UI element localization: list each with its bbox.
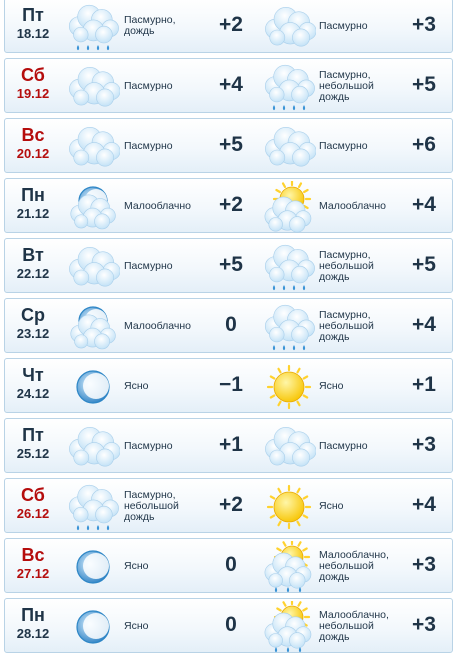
day-temperature: +5 — [412, 253, 436, 276]
day-temperature: +6 — [412, 133, 436, 156]
night-condition: Ясно — [124, 559, 149, 572]
night-condition: Пасмурно — [124, 439, 173, 452]
day-temperature: +4 — [412, 313, 436, 336]
sun-cloud-rain-icon — [262, 601, 316, 653]
night-temperature: +5 — [219, 253, 243, 276]
forecast-row: Чт 24.12 Ясно −1 Ясно +1 — [4, 358, 453, 413]
date-label: 25.12 — [16, 446, 50, 461]
day-condition: Пасмурно — [319, 439, 368, 452]
day-of-week: Пн — [21, 185, 45, 205]
day-condition: Ясно — [319, 379, 344, 392]
night-temperature: 0 — [225, 553, 237, 576]
night-condition: Ясно — [124, 619, 149, 632]
day-condition: Пасмурно — [319, 19, 368, 32]
overcast-icon — [66, 421, 120, 473]
day-of-week: Сб — [21, 485, 45, 505]
date-label: 26.12 — [16, 506, 50, 521]
night-condition: Пасмурно — [124, 139, 173, 152]
night-condition: Малооблачно — [124, 319, 192, 332]
overcast-icon — [262, 1, 316, 53]
day-condition: Пасмурно, небольшой дождь — [319, 68, 374, 103]
day-temperature: +3 — [412, 13, 436, 36]
sun-icon — [262, 361, 316, 413]
forecast-row: Вс 27.12 Ясно 0 Малооблачно, небольшой д… — [4, 538, 453, 593]
sun-cloud-icon — [262, 181, 316, 233]
night-condition: Пасмурно — [124, 79, 173, 92]
day-temperature: +1 — [412, 373, 436, 396]
day-of-week: Вс — [21, 125, 45, 145]
day-of-week: Сб — [21, 65, 45, 85]
night-temperature: +2 — [219, 13, 243, 36]
moon-icon — [66, 601, 120, 653]
overcast-icon — [262, 421, 316, 473]
day-of-week: Чт — [22, 365, 44, 385]
forecast-row: Пн 28.12 Ясно 0 Малооблачно, небольшой д… — [4, 598, 453, 653]
overcast-rain-icon — [262, 241, 316, 293]
forecast-list: Пт 18.12 Пасмурно, дождь +2 Пасмурно +3 … — [4, 0, 453, 653]
day-condition: Малооблачно — [319, 199, 387, 212]
night-temperature: +2 — [219, 493, 243, 516]
night-condition: Пасмурно — [124, 259, 173, 272]
night-condition: Малооблачно — [124, 199, 192, 212]
day-condition: Ясно — [319, 499, 344, 512]
moon-cloud-icon — [66, 181, 120, 233]
night-temperature: −1 — [219, 373, 243, 396]
overcast-icon — [66, 121, 120, 173]
day-condition: Пасмурно, небольшой дождь — [319, 308, 374, 343]
date-label: 22.12 — [16, 266, 50, 281]
forecast-row: Сб 19.12 Пасмурно +4 Пасмурно, небольшой… — [4, 58, 453, 113]
night-temperature: 0 — [225, 613, 237, 636]
night-condition: Ясно — [124, 379, 149, 392]
forecast-row: Сб 26.12 Пасмурно, небольшой дождь +2 Яс… — [4, 478, 453, 533]
forecast-row: Пт 25.12 Пасмурно +1 Пасмурно +3 — [4, 418, 453, 473]
day-condition: Малооблачно, небольшой дождь — [319, 548, 389, 583]
overcast-rain-icon — [66, 481, 120, 533]
overcast-icon — [66, 61, 120, 113]
day-of-week: Вт — [22, 245, 44, 265]
overcast-rain-icon — [262, 301, 316, 353]
date-label: 27.12 — [16, 566, 50, 581]
moon-icon — [66, 361, 120, 413]
overcast-rain-icon — [262, 61, 316, 113]
forecast-row: Вс 20.12 Пасмурно +5 Пасмурно +6 — [4, 118, 453, 173]
overcast-icon — [262, 121, 316, 173]
forecast-row: Пт 18.12 Пасмурно, дождь +2 Пасмурно +3 — [4, 0, 453, 53]
day-condition: Пасмурно, небольшой дождь — [319, 248, 374, 283]
date-label: 21.12 — [16, 206, 50, 221]
night-temperature: 0 — [225, 313, 237, 336]
moon-cloud-icon — [66, 301, 120, 353]
date-label: 24.12 — [16, 386, 50, 401]
forecast-row: Вт 22.12 Пасмурно +5 Пасмурно, небольшой… — [4, 238, 453, 293]
day-of-week: Ср — [21, 305, 45, 325]
forecast-row: Пн 21.12 Малооблачно +2 Малооблачно +4 — [4, 178, 453, 233]
day-of-week: Пт — [22, 425, 44, 445]
day-of-week: Пт — [22, 5, 44, 25]
day-temperature: +4 — [412, 493, 436, 516]
night-temperature: +4 — [219, 73, 243, 96]
day-temperature: +3 — [412, 433, 436, 456]
night-temperature: +2 — [219, 193, 243, 216]
moon-icon — [66, 541, 120, 593]
day-temperature: +3 — [412, 553, 436, 576]
sun-icon — [262, 481, 316, 533]
night-temperature: +5 — [219, 133, 243, 156]
day-temperature: +4 — [412, 193, 436, 216]
sun-cloud-rain-icon — [262, 541, 316, 593]
day-temperature: +3 — [412, 613, 436, 636]
day-of-week: Пн — [21, 605, 45, 625]
overcast-icon — [66, 241, 120, 293]
night-condition: Пасмурно, дождь — [124, 14, 176, 37]
date-label: 18.12 — [16, 26, 50, 41]
date-label: 19.12 — [16, 86, 50, 101]
day-temperature: +5 — [412, 73, 436, 96]
date-label: 23.12 — [16, 326, 50, 341]
forecast-row: Ср 23.12 Малооблачно 0 Пасмурно, небольш… — [4, 298, 453, 353]
overcast-rain-icon — [66, 1, 120, 53]
day-condition: Пасмурно — [319, 139, 368, 152]
date-label: 28.12 — [16, 626, 50, 641]
day-of-week: Вс — [21, 545, 45, 565]
date-label: 20.12 — [16, 146, 50, 161]
night-temperature: +1 — [219, 433, 243, 456]
night-condition: Пасмурно, небольшой дождь — [124, 488, 179, 523]
